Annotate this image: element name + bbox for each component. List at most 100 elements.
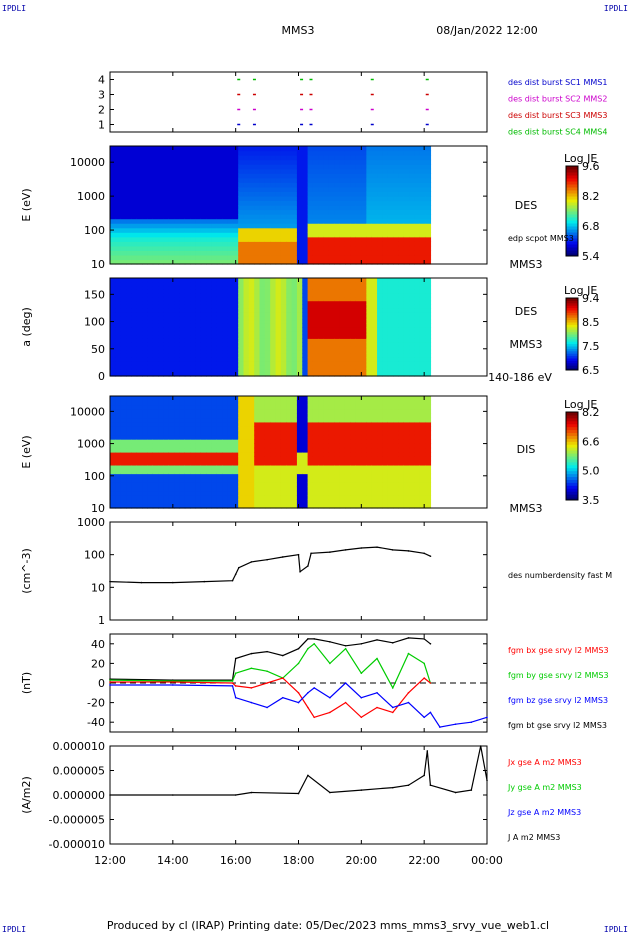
des-energy-cell	[174, 241, 181, 247]
des-pitch-cell	[120, 300, 127, 305]
dis-energy-colorbar-cell	[566, 438, 578, 442]
dis-energy-cell	[371, 452, 378, 457]
des-pitch-cell	[174, 289, 181, 294]
des-pitch-cell	[302, 285, 309, 290]
des-pitch-cell	[254, 323, 261, 328]
des-energy-cell	[275, 214, 282, 220]
des-energy-cell	[371, 259, 378, 265]
des-energy-cell	[409, 227, 416, 233]
burst-panel-frame	[109, 71, 488, 133]
dis-energy-cell	[323, 473, 330, 479]
des-pitch-cell	[184, 311, 191, 317]
dis-energy-cell	[296, 503, 303, 509]
des-energy-cell	[206, 200, 213, 206]
des-energy-cell	[259, 191, 266, 197]
des-energy-colorbar-cell	[566, 247, 578, 251]
des-energy-cell	[286, 205, 293, 211]
des-pitch-cell	[222, 289, 229, 294]
des-energy-cell	[190, 191, 197, 197]
dis-energy-cell	[243, 486, 250, 492]
des-pitch-cell	[168, 372, 175, 377]
des-pitch-cell	[206, 364, 213, 370]
dis-energy-cell	[152, 499, 159, 505]
des-energy-cell	[195, 146, 202, 152]
des-energy-cell	[190, 186, 197, 192]
des-energy-cell	[393, 223, 400, 229]
des-pitch-cell	[393, 349, 400, 354]
dis-energy-cell	[328, 499, 335, 505]
des-pitch-cell	[355, 330, 362, 336]
dis-energy-cell	[254, 404, 261, 410]
des-energy-cell	[382, 186, 389, 192]
des-energy-cell	[307, 209, 314, 215]
des-energy-cell	[222, 164, 229, 170]
des-energy-ytick-label: 10000	[70, 156, 105, 169]
des-energy-cell	[344, 236, 351, 242]
des-energy-cell	[259, 164, 266, 170]
des-pitch-cell	[398, 357, 405, 362]
des-energy-cell	[206, 168, 213, 174]
des-energy-cell	[227, 214, 234, 220]
des-energy-cell	[174, 164, 181, 170]
des-energy-cell	[403, 259, 410, 265]
dis-energy-cell	[254, 443, 261, 449]
des-pitch-cell	[270, 281, 277, 287]
dis-energy-cell	[409, 443, 416, 449]
des-energy-cell	[371, 218, 378, 224]
dis-energy-cell	[414, 456, 421, 462]
des-pitch-cell	[158, 281, 165, 287]
des-energy-cell	[147, 227, 154, 233]
des-pitch-cell	[366, 308, 373, 313]
des-energy-cell	[387, 182, 394, 188]
dis-energy-cell	[179, 477, 186, 483]
des-energy-cell	[115, 259, 122, 265]
des-energy-cell	[115, 191, 122, 197]
des-pitch-cell	[126, 338, 132, 343]
dis-energy-cell	[179, 430, 186, 436]
des-energy-cell	[174, 250, 181, 256]
dis-energy-cell	[211, 430, 218, 436]
des-energy-cell	[409, 241, 416, 247]
dis-energy-cell	[195, 447, 202, 453]
des-energy-cell	[382, 259, 389, 265]
des-pitch-cell	[222, 311, 229, 317]
des-pitch-cell	[387, 278, 394, 283]
des-pitch-cell	[355, 368, 362, 373]
dis-energy-cell	[195, 413, 202, 419]
des-energy-cell	[254, 164, 261, 170]
dis-energy-cell	[115, 408, 122, 414]
des-pitch-cell	[248, 304, 255, 309]
des-energy-cell	[184, 164, 191, 170]
dis-energy-cell	[184, 452, 191, 457]
dis-energy-cell	[280, 447, 287, 453]
dis-energy-cell	[190, 490, 197, 496]
dis-energy-cell	[398, 413, 405, 419]
dis-energy-cell	[291, 408, 298, 414]
des-energy-cell	[377, 214, 383, 220]
des-pitch-cell	[339, 327, 346, 332]
des-energy-cell	[174, 168, 181, 174]
des-pitch-cell	[318, 345, 325, 351]
des-pitch-cell	[371, 357, 378, 362]
des-pitch-cell	[259, 360, 266, 366]
dis-energy-cell	[307, 404, 314, 410]
des-energy-colorbar	[566, 166, 578, 257]
des-pitch-cell	[344, 289, 351, 294]
des-energy-cell	[152, 168, 159, 174]
des-pitch-cell	[136, 315, 143, 321]
dis-energy-cell	[291, 452, 298, 457]
des-pitch-cell	[174, 364, 181, 370]
des-pitch-cell	[142, 323, 148, 328]
des-pitch-cell	[259, 323, 266, 328]
dis-energy-cell	[131, 503, 138, 509]
dis-energy-cell	[275, 464, 282, 470]
des-energy-cell	[291, 195, 298, 202]
dis-energy-cell	[227, 452, 234, 457]
des-pitch-cell	[179, 278, 186, 283]
des-energy-cell	[179, 182, 186, 188]
dis-energy-cell	[403, 477, 410, 483]
des-pitch-colorbar-cell	[566, 302, 578, 306]
dis-energy-cell	[323, 477, 330, 483]
des-pitch-cell	[152, 293, 159, 298]
dis-energy-cell	[190, 499, 197, 505]
